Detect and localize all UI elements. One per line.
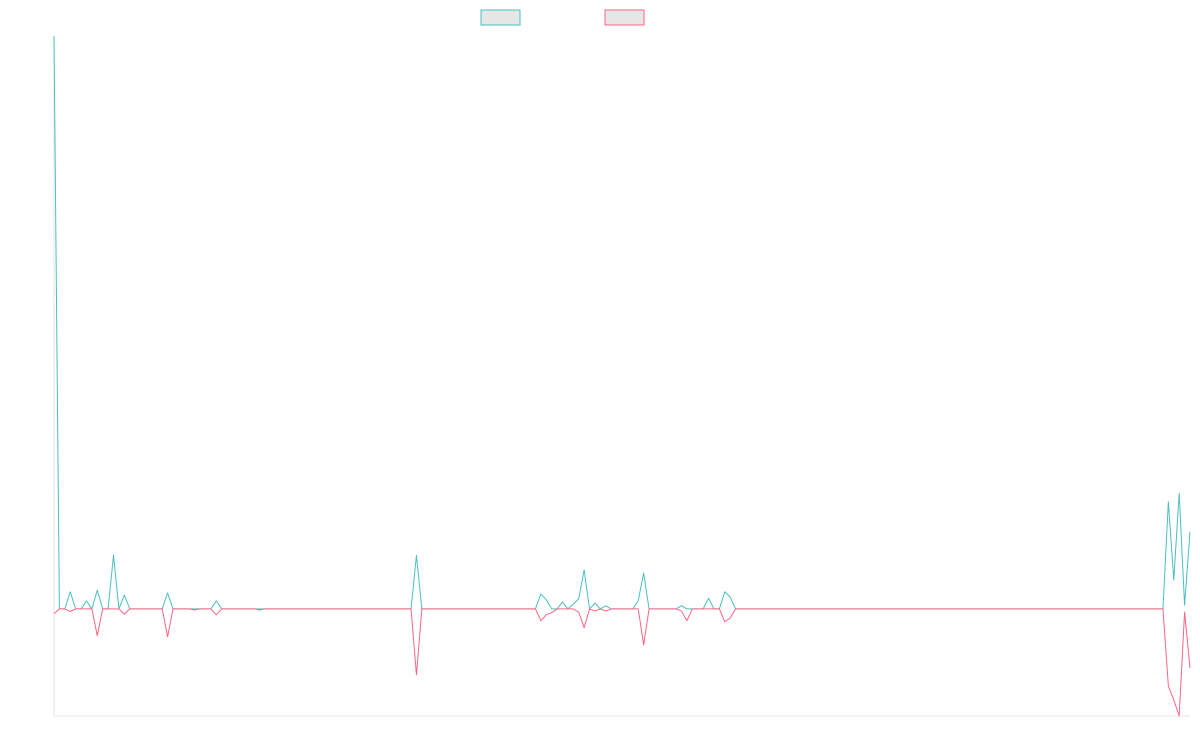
legend-swatch — [480, 9, 521, 26]
series-line — [53, 35, 1191, 610]
legend-swatch — [604, 9, 645, 26]
series-line — [53, 608, 1191, 717]
